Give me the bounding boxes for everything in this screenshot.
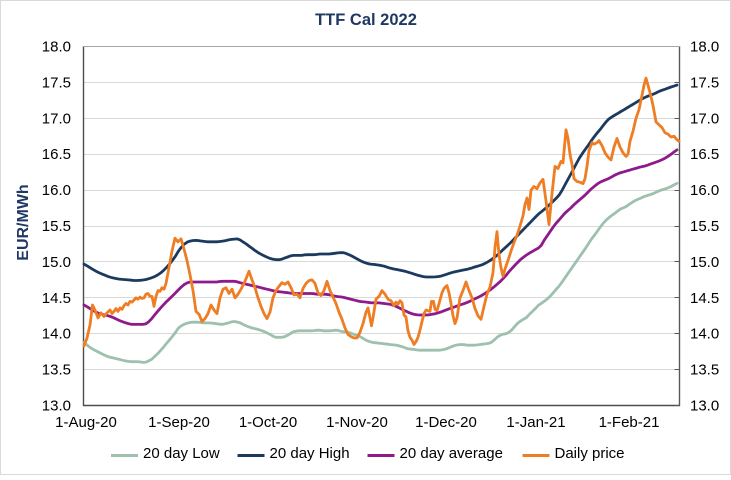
svg-text:20 day High: 20 day High [270,445,350,462]
svg-text:20 day average: 20 day average [400,445,503,462]
svg-text:20 day Low: 20 day Low [143,445,220,462]
svg-text:15.5: 15.5 [690,218,719,235]
svg-text:17.5: 17.5 [690,74,719,91]
svg-text:15.5: 15.5 [42,218,71,235]
svg-text:17.5: 17.5 [42,74,71,91]
svg-text:14.5: 14.5 [42,290,71,307]
svg-text:13.5: 13.5 [42,362,71,379]
svg-text:1-Nov-20: 1-Nov-20 [326,414,388,431]
svg-text:Daily price: Daily price [555,445,625,462]
svg-text:16.0: 16.0 [42,182,71,199]
svg-text:1-Aug-20: 1-Aug-20 [55,414,117,431]
svg-text:13.5: 13.5 [690,362,719,379]
svg-text:1-Sep-20: 1-Sep-20 [148,414,210,431]
svg-text:16.5: 16.5 [42,146,71,163]
svg-text:13.0: 13.0 [42,398,71,415]
svg-text:18.0: 18.0 [690,39,719,56]
svg-text:EUR/MWh: EUR/MWh [15,184,32,260]
svg-text:16.5: 16.5 [690,146,719,163]
svg-text:17.0: 17.0 [690,110,719,127]
svg-text:13.0: 13.0 [690,398,719,415]
svg-text:16.0: 16.0 [690,182,719,199]
svg-text:17.0: 17.0 [42,110,71,127]
svg-text:18.0: 18.0 [42,39,71,56]
svg-text:TTF Cal 2022: TTF Cal 2022 [315,11,417,29]
svg-text:1-Jan-21: 1-Jan-21 [506,414,565,431]
svg-text:14.5: 14.5 [690,290,719,307]
svg-text:1-Dec-20: 1-Dec-20 [415,414,477,431]
svg-text:14.0: 14.0 [690,326,719,343]
svg-text:15.0: 15.0 [690,254,719,271]
svg-text:15.0: 15.0 [42,254,71,271]
svg-text:1-Oct-20: 1-Oct-20 [239,414,297,431]
svg-text:1-Feb-21: 1-Feb-21 [599,414,660,431]
svg-text:14.0: 14.0 [42,326,71,343]
